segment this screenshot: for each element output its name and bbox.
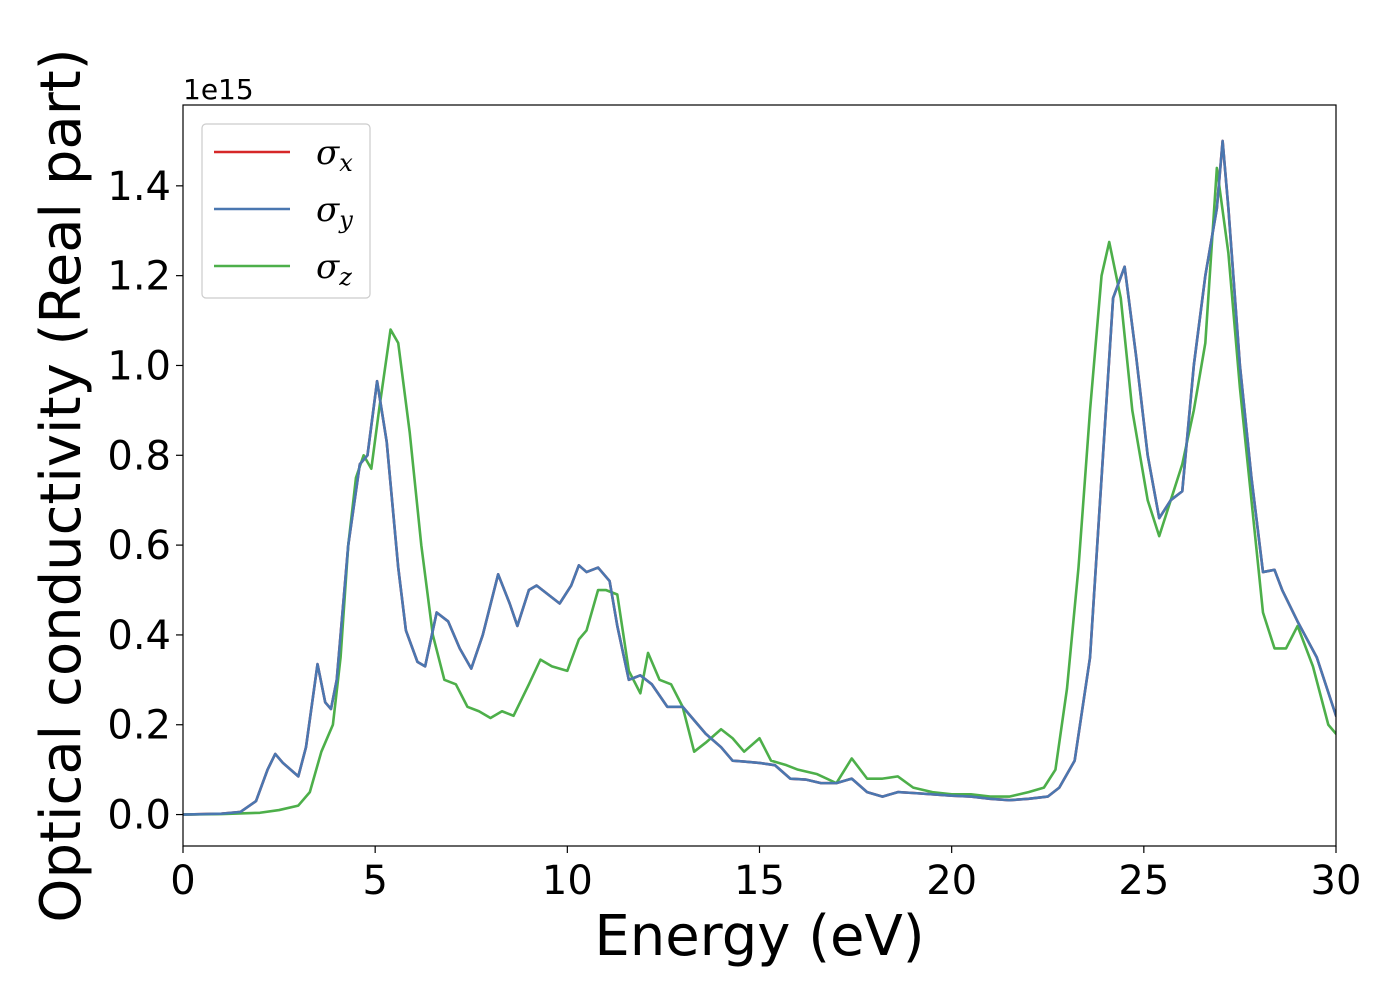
y-tick-label: 1.0: [107, 343, 171, 389]
y-tick-label: 1.4: [107, 164, 171, 210]
legend-label-z: σz: [316, 247, 352, 291]
series-layer: [183, 139, 1336, 816]
y-tick-label: 0.0: [107, 793, 171, 839]
y-tick-label: 0.8: [107, 433, 171, 479]
series-line-z: [183, 166, 1336, 816]
legend: σx σy σz: [201, 123, 371, 299]
legend-box: [201, 123, 371, 299]
y-axis-title: Optical conductivity (Real part): [29, 48, 94, 922]
x-axis-title: Energy (eV): [594, 904, 924, 969]
x-tick-label: 25: [1118, 858, 1169, 904]
legend-label-x: σx: [316, 133, 353, 177]
y-tick-label: 0.4: [107, 613, 171, 659]
x-tick-label: 10: [542, 858, 593, 904]
y-tick-label: 0.2: [107, 703, 171, 749]
series-line-y: [183, 139, 1336, 816]
y-tick-label: 0.6: [107, 523, 171, 569]
y-offset-label: 1e15: [183, 73, 254, 106]
x-tick-label: 0: [170, 858, 195, 904]
x-tick-label: 15: [734, 858, 785, 904]
x-tick-label: 30: [1311, 858, 1362, 904]
x-tick-label: 20: [926, 858, 977, 904]
x-axis: 0 5 10 15 20 25 30: [170, 846, 1361, 904]
y-axis: 0.0 0.2 0.4 0.6 0.8 1.0 1.2 1.4: [107, 164, 183, 839]
y-tick-label: 1.2: [107, 254, 171, 300]
legend-label-y: σy: [316, 190, 353, 234]
x-tick-label: 5: [362, 858, 387, 904]
